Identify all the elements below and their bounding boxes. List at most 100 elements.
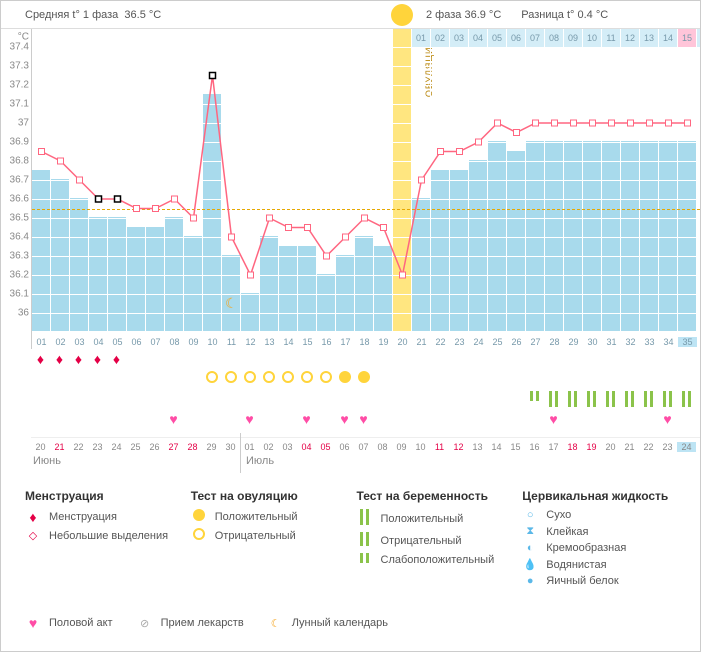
calendar-day[interactable]: 20 [31,442,50,452]
intercourse-row: ♥♥♥♥♥♥♥ [31,409,700,429]
menstruation-icon: ♦ [71,351,86,367]
legend-label: Водянистая [546,559,606,571]
legend-label: Слабоположительный [381,554,495,566]
ovulation-test-row [31,369,700,389]
cycle-day-label: 31 [602,337,621,347]
legend-label: Небольшие выделения [49,530,168,542]
legend-label: Прием лекарств [161,617,244,629]
preg-test-icon [527,391,542,404]
calendar-day[interactable]: 23 [658,442,677,452]
legend-item: ♥Половой акт [25,615,113,631]
calendar-day[interactable]: 24 [107,442,126,452]
calendar-day[interactable]: 17 [544,442,563,452]
calendar-day[interactable]: 21 [50,442,69,452]
calendar-day[interactable]: 23 [88,442,107,452]
calendar-day[interactable]: 27 [164,442,183,452]
cycle-day-label: 12 [241,337,260,347]
calendar-day[interactable]: 26 [145,442,164,452]
cycle-day-label: 05 [108,337,127,347]
calendar-day[interactable]: 19 [582,442,601,452]
cycle-day-label: 17 [336,337,355,347]
y-tick: 36.1 [10,289,29,300]
y-tick: 37.2 [10,80,29,91]
calendar-day[interactable]: 13 [468,442,487,452]
ovu-test-negative-icon [204,371,219,386]
cycle-day-label: 26 [507,337,526,347]
intercourse-icon: ♥ [242,411,257,427]
cycle-day-label: 32 [621,337,640,347]
calendar-day[interactable]: 22 [69,442,88,452]
y-tick: 36 [18,308,29,319]
cf-dry-icon: ○ [522,509,538,521]
legend-label: Положительный [381,513,464,525]
calendar-day[interactable]: 30 [221,442,240,452]
cycle-day-label: 15 [298,337,317,347]
cycle-day-label: 35 [678,337,697,347]
calendar-day[interactable]: 08 [373,442,392,452]
y-tick: 37.4 [10,42,29,53]
y-tick: 36.7 [10,175,29,186]
preg-test-icon [584,391,599,410]
cycle-day-label: 29 [564,337,583,347]
calendar-day[interactable]: 04 [297,442,316,452]
calendar-day[interactable]: 18 [563,442,582,452]
cycle-day-label: 02 [51,337,70,347]
calendar-day[interactable]: 07 [354,442,373,452]
calendar-day[interactable]: 02 [259,442,278,452]
intercourse-icon: ♥ [356,411,371,427]
calendar-day[interactable]: 12 [449,442,468,452]
cycle-day-label: 16 [317,337,336,347]
ovu-test-negative-icon [318,371,333,386]
intercourse-icon: ♥ [166,411,181,427]
calendar-day[interactable]: 15 [506,442,525,452]
calendar-day[interactable]: 03 [278,442,297,452]
menstruation-icon: ♦ [109,351,124,367]
calendar-day[interactable]: 01 [240,442,259,452]
calendar-day[interactable]: 05 [316,442,335,452]
intercourse-icon: ♥ [660,411,675,427]
legend-label: Половой акт [49,617,113,629]
phase1-value: 36.5 °C [124,9,161,21]
legend-label: Отрицательный [381,535,462,547]
phase2-label: 2 фаза [426,9,461,21]
menstruation-icon: ♦ [52,351,67,367]
ovu-test-negative-icon [261,371,276,386]
cycle-day-label: 23 [450,337,469,347]
calendar-day[interactable]: 14 [487,442,506,452]
legend-item: ●Яичный белок [522,575,676,587]
calendar-day[interactable]: 29 [202,442,221,452]
legend-item: ◐ Кремообразная [522,542,676,554]
calendar-day[interactable]: 20 [601,442,620,452]
cycle-day-label: 24 [469,337,488,347]
preg-test-icon [641,391,656,410]
phase2-summary: 2 фаза 36.9 °C Разница t° 0.4 °C [426,9,608,21]
ovu-test-negative-icon [242,371,257,386]
cycle-day-label: 30 [583,337,602,347]
legend-col4-header: Цервикальная жидкость [522,489,676,503]
calendar-day[interactable]: 24 [677,442,696,452]
calendar-day[interactable]: 25 [126,442,145,452]
calendar-day[interactable]: 16 [525,442,544,452]
drop-full-icon: ♦ [25,509,41,525]
calendar-day[interactable]: 06 [335,442,354,452]
calendar-day[interactable]: 11 [430,442,449,452]
calendar-day[interactable]: 10 [411,442,430,452]
chart-plot[interactable]: ОВУЛЯЦИЯ 0102030405060708091011121314151… [31,29,700,349]
calendar-day[interactable]: 21 [620,442,639,452]
calendar-day[interactable]: 22 [639,442,658,452]
calendar-day[interactable]: 09 [392,442,411,452]
legend-label: Кремообразная [546,542,626,554]
legend-col3-header: Тест на беременность [357,489,511,503]
cf-sticky-icon: ⧗ [522,525,538,538]
cycle-day-label: 03 [70,337,89,347]
legend-item: Слабоположительный [357,553,511,566]
menstruation-icon: ♦ [33,351,48,367]
legend-label: Менструация [49,511,117,523]
month-row: Июнь Июль [31,455,700,473]
legend-bottom: ♥Половой акт⊘Прием лекарств☾Лунный кален… [1,607,700,651]
moon-icon: ☾ [225,295,238,312]
calendar-day[interactable]: 28 [183,442,202,452]
bar-m-icon [357,532,373,549]
drop-outline-icon: ◇ [25,529,41,542]
cf-cream-icon: ◐ [522,542,538,554]
